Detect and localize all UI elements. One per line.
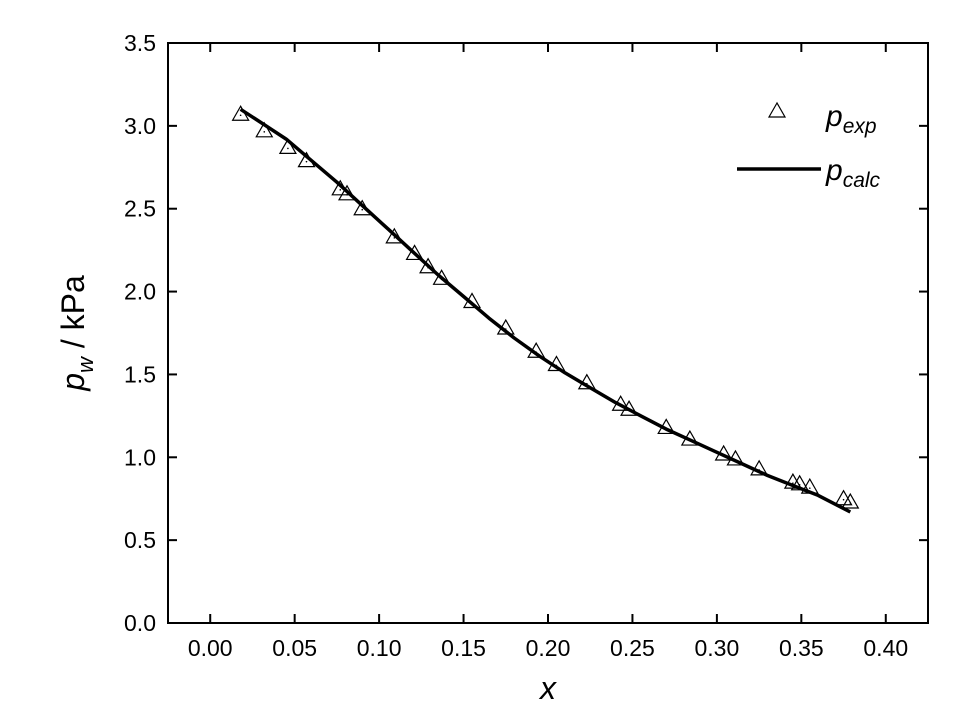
x-tick-label: 0.00 [188, 635, 233, 661]
y-axis-ticks: 0.0 0.5 1.0 1.5 2.0 2.5 3.0 3.5 [124, 30, 928, 636]
y-tick-label: 2.5 [124, 196, 156, 222]
y-tick-label: 1.0 [124, 444, 156, 470]
data-point-center [471, 301, 473, 304]
data-point-exp [714, 444, 733, 461]
data-point-exp [577, 373, 596, 390]
x-axis-label: x [538, 670, 557, 706]
data-point-center [555, 364, 558, 367]
y-tick-label: 3.5 [124, 30, 156, 56]
y-axis-label-unit: / kPa [55, 275, 91, 357]
x-tick-label: 0.35 [779, 635, 824, 661]
data-point-exp [496, 318, 515, 335]
data-point-center [393, 237, 396, 239]
y-tick-label: 3.0 [124, 113, 156, 139]
data-point-center [758, 469, 760, 471]
data-point-center [619, 404, 622, 407]
legend-label-exp: pexp [825, 100, 877, 138]
data-point-center [628, 409, 630, 412]
x-tick-label: 0.15 [441, 635, 486, 661]
x-tick-label: 0.40 [863, 635, 908, 661]
data-point-center [798, 484, 801, 486]
data-point-exp [278, 138, 297, 154]
data-point-exp [297, 151, 316, 168]
data-point-exp [462, 292, 482, 309]
data-point-exp [547, 355, 566, 372]
legend-marker-triangle [767, 101, 787, 118]
data-point-exp [331, 179, 350, 196]
data-point-exp [611, 395, 630, 411]
data-point-exp [353, 199, 372, 216]
data-point-exp [419, 257, 438, 274]
data-point-exp [255, 121, 274, 138]
data-point-center [427, 266, 429, 269]
data-point-center [792, 482, 794, 484]
data-point-center [689, 439, 691, 441]
data-point-center [263, 131, 266, 133]
data-point-exp [620, 400, 639, 416]
y-tick-label: 1.5 [124, 361, 156, 387]
y-axis-label: pw / kPa [55, 275, 98, 392]
data-point-exp [657, 418, 676, 435]
data-point-center [440, 278, 443, 281]
data-point-center [842, 498, 845, 501]
y-tick-label: 2.0 [124, 279, 156, 305]
data-point-exp [750, 459, 769, 476]
data-point-center [305, 160, 308, 163]
data-point-exp [841, 492, 860, 509]
data-point-exp [337, 184, 357, 201]
data-point-center [808, 487, 811, 489]
x-tick-label: 0.30 [695, 635, 740, 661]
data-point-exp [405, 244, 424, 261]
data-point-exp [527, 342, 546, 358]
x-axis-ticks: 0.00 0.05 0.10 0.15 0.20 0.25 0.30 0.35 0.40 [188, 43, 908, 661]
data-point-center [665, 427, 668, 430]
data-point-exp [680, 429, 699, 446]
data-point-center [339, 189, 342, 191]
y-tick-label: 0.0 [124, 610, 156, 636]
data-point-center [413, 253, 416, 256]
legend-label-calc: pcalc [825, 154, 881, 192]
data-point-exp [834, 489, 853, 506]
x-tick-label: 0.10 [357, 635, 402, 661]
data-point-center [734, 459, 737, 461]
x-tick-label: 0.05 [272, 635, 317, 661]
data-point-center [722, 454, 725, 456]
data-point-center [346, 194, 348, 196]
x-tick-label: 0.25 [610, 635, 655, 661]
data-point-exp [790, 474, 809, 491]
y-tick-label: 0.5 [124, 527, 156, 553]
data-point-center [361, 208, 364, 211]
data-point-exp [432, 269, 451, 285]
data-point-exp [800, 477, 819, 494]
data-point-center [849, 502, 852, 504]
y-axis-label-main: p [55, 373, 91, 392]
data-point-center [535, 351, 537, 354]
x-tick-label: 0.20 [526, 635, 571, 661]
data-point-exp [231, 105, 250, 121]
data-point-center [586, 382, 588, 385]
data-point-center [504, 328, 507, 330]
plot-frame [167, 42, 929, 624]
data-point-center [239, 114, 242, 117]
legend: pexp pcalc [737, 100, 881, 192]
series-layer [231, 105, 860, 514]
data-point-exp [726, 449, 745, 466]
data-point-exp [385, 227, 404, 244]
data-point-center [287, 147, 289, 150]
y-axis-label-sub: w [73, 355, 98, 373]
